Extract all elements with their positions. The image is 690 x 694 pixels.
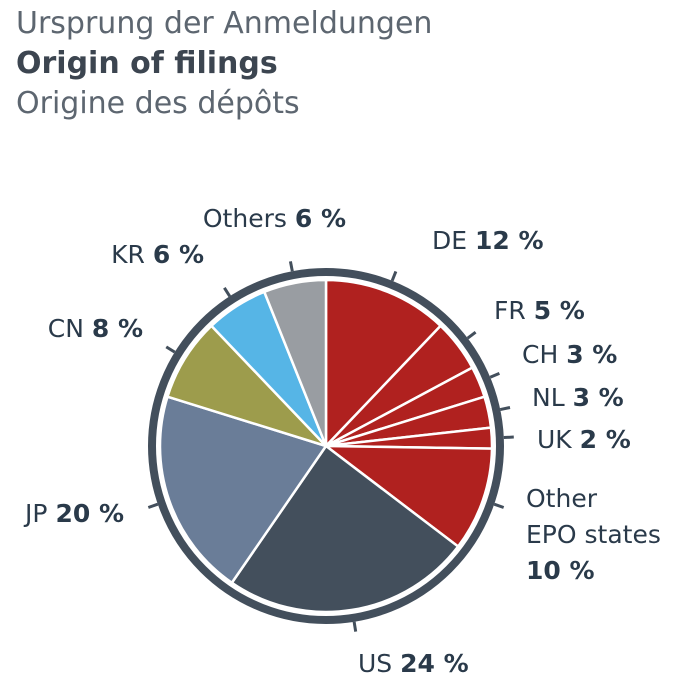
pie-tick-us: [352, 621, 358, 632]
pie-label-jp: JP 20 %: [23, 499, 124, 528]
pie-label-cn: CN 8 %: [48, 314, 143, 343]
chart-title-german: Ursprung der Anmeldungen: [16, 6, 433, 41]
pie-slice-others: [263, 278, 328, 448]
pie-slice-other-epo-states: [324, 444, 494, 548]
pie-tick-cn: [165, 345, 176, 354]
pie-tick-kr: [223, 287, 232, 298]
pie-label-other-epo-states: Other EPO states 10 %: [526, 484, 661, 585]
pie-label-ch: CH 3 %: [522, 340, 617, 369]
pie-slice-jp: [158, 395, 328, 584]
pie-label-us: US 24 %: [358, 649, 469, 678]
pie-tick-others: [288, 261, 294, 272]
pie-tick-nl: [499, 406, 511, 412]
pie-tick-fr: [466, 330, 477, 340]
pie-outer-ring: [148, 268, 504, 624]
pie-tick-jp: [147, 502, 159, 509]
chart-title-french: Origine des dépôts: [16, 86, 300, 121]
pie-tick-de: [390, 270, 398, 282]
pie-label-nl: NL 3 %: [532, 383, 624, 412]
pie-label-kr: KR 6 %: [111, 240, 204, 269]
pie-slice-us: [230, 444, 460, 614]
pie-label-de: DE 12 %: [432, 226, 544, 255]
pie-label-uk: UK 2 %: [537, 425, 631, 454]
pie-slice-de: [324, 278, 442, 448]
chart-titles: Ursprung der Anmeldungen Origin of filin…: [16, 4, 432, 124]
pie-label-others: Others 6 %: [203, 204, 346, 233]
pie-tick-ch: [489, 371, 500, 379]
pie-label-fr: FR 5 %: [494, 296, 585, 325]
pie-tick-other-epo-states: [493, 502, 505, 509]
chart-title-english: Origin of filings: [16, 46, 278, 81]
